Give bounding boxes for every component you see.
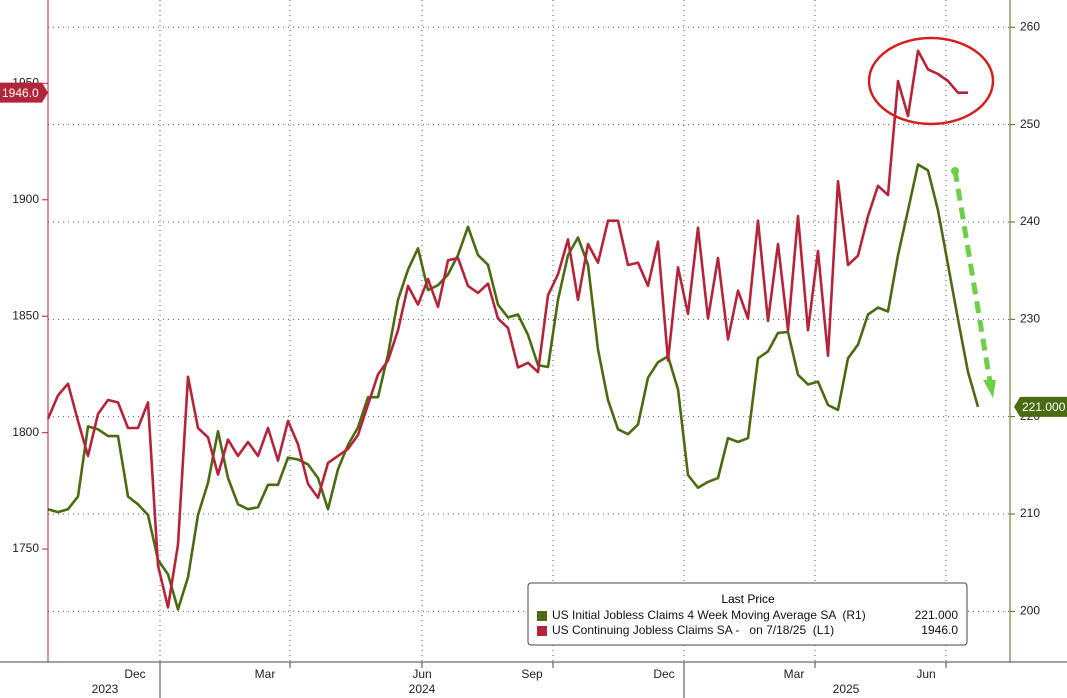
- year-label: 2024: [409, 682, 436, 696]
- legend-swatch: [537, 626, 547, 636]
- legend: Last Price US Initial Jobless Claims 4 W…: [527, 582, 968, 646]
- last-price-box: [0, 82, 48, 103]
- trend-arrow-start: [951, 167, 959, 175]
- y2-tick-label: 200: [1020, 604, 1040, 618]
- y2-tick-label: 230: [1020, 311, 1040, 325]
- y-tick-label: 1900: [12, 192, 39, 206]
- x-tick-label: Mar: [784, 667, 805, 681]
- legend-box: [527, 582, 968, 646]
- last-price-label: 221.000: [1022, 400, 1066, 414]
- x-tick-label: Dec: [653, 667, 674, 681]
- y-tick-label: 1750: [12, 541, 39, 555]
- last-price-label: 1946.0: [2, 86, 39, 100]
- y2-tick-label: 250: [1020, 117, 1040, 131]
- highlight-ellipse: [867, 36, 995, 126]
- series-line: [47, 163, 980, 611]
- x-tick-label: Jun: [412, 667, 431, 681]
- y2-tick-label: 260: [1020, 19, 1040, 33]
- y-tick-label: 1800: [12, 425, 39, 439]
- y-tick-label: 1850: [12, 308, 39, 322]
- trend-arrow-head: [983, 380, 996, 398]
- last-price-box: [1014, 396, 1067, 417]
- legend-label: US Continuing Jobless Claims SA - on 7/1…: [552, 623, 834, 637]
- legend-value: 1946.0: [921, 623, 958, 637]
- legend-swatch: [537, 611, 547, 621]
- series-line: [46, 49, 968, 609]
- legend-title: Last Price: [721, 592, 775, 606]
- x-tick-label: Mar: [255, 667, 276, 681]
- legend-label: US Initial Jobless Claims 4 Week Moving …: [552, 608, 866, 622]
- year-label: 2023: [92, 682, 119, 696]
- x-tick-label: Jun: [916, 667, 935, 681]
- y2-tick-label: 210: [1020, 506, 1040, 520]
- x-tick-label: Sep: [521, 667, 543, 681]
- y2-tick-label: 240: [1020, 214, 1040, 228]
- x-tick-label: Dec: [124, 667, 145, 681]
- legend-value: 221.000: [915, 608, 959, 622]
- year-label: 2025: [833, 682, 860, 696]
- trend-arrow: [952, 169, 993, 383]
